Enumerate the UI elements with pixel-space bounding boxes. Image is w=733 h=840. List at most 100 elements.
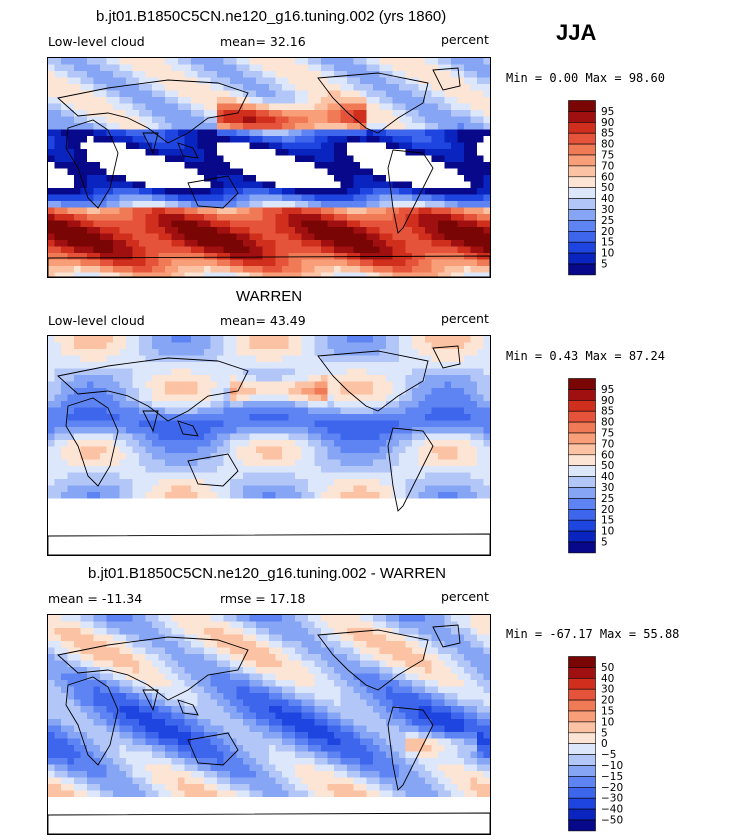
colorbar-tick-label: 50 <box>601 662 614 674</box>
colorbar-box <box>568 743 596 755</box>
colorbar-tick-label: 75 <box>601 150 614 162</box>
colorbar-box <box>568 143 596 156</box>
panel-1-title: b.jt01.B1850C5CN.ne120_g16.tuning.002 (y… <box>96 8 447 25</box>
colorbar-box <box>568 765 596 777</box>
season-label: JJA <box>556 20 597 45</box>
colorbar-box <box>568 519 596 532</box>
colorbar-box <box>568 454 596 467</box>
colorbar-box <box>568 176 596 189</box>
coastline <box>48 255 490 277</box>
colorbar-box <box>568 378 596 390</box>
panel-1-mean-label: mean= 32.16 <box>220 34 306 49</box>
colorbar-box <box>568 154 596 167</box>
colorbar-tick-label: 90 <box>601 395 614 407</box>
colorbar-tick-label: 15 <box>601 237 614 249</box>
colorbar-box <box>568 710 596 723</box>
colorbar-box <box>568 465 596 477</box>
coastline <box>177 420 199 437</box>
colorbar-tick-label: −20 <box>601 782 623 794</box>
colorbar-box <box>568 699 596 712</box>
colorbar-tick-label: 90 <box>601 117 614 129</box>
coastline <box>187 175 239 209</box>
colorbar-box <box>568 656 596 668</box>
colorbar-tick-label: 20 <box>601 504 614 516</box>
colorbar-box <box>568 389 596 401</box>
colorbar-box <box>568 231 596 243</box>
map-svg <box>48 615 490 834</box>
colorbar-box <box>568 100 596 112</box>
panel-3-rmse-label: rmse = 17.18 <box>220 591 306 606</box>
colorbar-tick-label: 10 <box>601 526 614 538</box>
panel-2-colorbar: 95 90 85 80 75 70 60 50 40 30 25 20 15 10 5 <box>568 378 638 554</box>
panel-2-mean-label: mean= 43.49 <box>220 313 306 328</box>
coastline <box>317 350 429 412</box>
colorbar-tick-label: 95 <box>601 106 614 118</box>
colorbar-box <box>568 754 596 766</box>
coastline <box>65 397 119 487</box>
coastline <box>187 453 239 487</box>
coastline <box>432 624 461 648</box>
colorbar-tick-label: −10 <box>601 760 623 772</box>
colorbar-tick-label: −30 <box>601 793 623 805</box>
colorbar-tick-label: 10 <box>601 716 614 728</box>
colorbar-box <box>568 797 596 810</box>
colorbar-box <box>568 241 596 254</box>
colorbar-tick-label: 85 <box>601 406 614 418</box>
colorbar-box <box>568 808 596 821</box>
colorbar-tick-label: 30 <box>601 482 614 494</box>
coastline <box>65 676 119 766</box>
colorbar-box <box>568 509 596 521</box>
colorbar-box <box>568 541 596 554</box>
colorbar-box <box>568 721 596 734</box>
coastline <box>177 699 199 716</box>
colorbar-tick-label: 50 <box>601 460 614 472</box>
colorbar-tick-label: 20 <box>601 695 614 707</box>
colorbar-tick-label: 5 <box>601 727 608 739</box>
colorbar-box <box>568 421 596 434</box>
colorbar-box <box>568 776 596 788</box>
panel-3-units-label: percent <box>441 589 489 604</box>
panel-1-colorbar: 95 90 85 80 75 70 60 50 40 30 25 20 15 10 5 <box>568 100 638 276</box>
colorbar-tick-label: 15 <box>601 706 614 718</box>
colorbar-box <box>568 165 596 178</box>
colorbar-tick-label: 95 <box>601 384 614 396</box>
coastline <box>387 706 434 791</box>
coastline <box>142 410 159 433</box>
colorbar-tick-label: 40 <box>601 193 614 205</box>
colorbar-tick-label: 15 <box>601 515 614 527</box>
coastline <box>48 533 490 555</box>
coastline <box>317 629 429 691</box>
colorbar-box <box>568 121 596 134</box>
colorbar-tick-label: −50 <box>601 815 623 827</box>
colorbar-tick-label: 60 <box>601 171 614 183</box>
coastline <box>432 67 461 91</box>
colorbar-tick-label: 25 <box>601 493 614 505</box>
panel-2-minmax: Min = 0.43 Max = 87.24 <box>506 349 665 363</box>
panel-1-minmax: Min = 0.00 Max = 98.60 <box>506 71 665 85</box>
panel-3-map <box>47 614 491 835</box>
coastline <box>48 812 490 834</box>
coastline <box>317 72 429 134</box>
colorbar-box <box>568 187 596 199</box>
coastline <box>65 119 119 209</box>
colorbar-tick-label: 40 <box>601 471 614 483</box>
colorbar-box <box>568 220 596 232</box>
colorbar-tick-label: 80 <box>601 417 614 429</box>
colorbar-box <box>568 667 596 679</box>
colorbar-box <box>568 787 596 799</box>
panel-1-units-label: percent <box>441 32 489 47</box>
panel-2-map <box>47 335 491 556</box>
panel-1-variable-label: Low-level cloud <box>48 34 145 49</box>
colorbar-box <box>568 263 596 276</box>
coastline <box>387 427 434 512</box>
colorbar-tick-label: 25 <box>601 215 614 227</box>
coastline <box>142 689 159 712</box>
panel-1-map <box>47 57 491 278</box>
coastline <box>432 345 461 369</box>
colorbar-tick-label: −40 <box>601 804 623 816</box>
colorbar-box <box>568 677 596 690</box>
colorbar-box <box>568 487 596 499</box>
